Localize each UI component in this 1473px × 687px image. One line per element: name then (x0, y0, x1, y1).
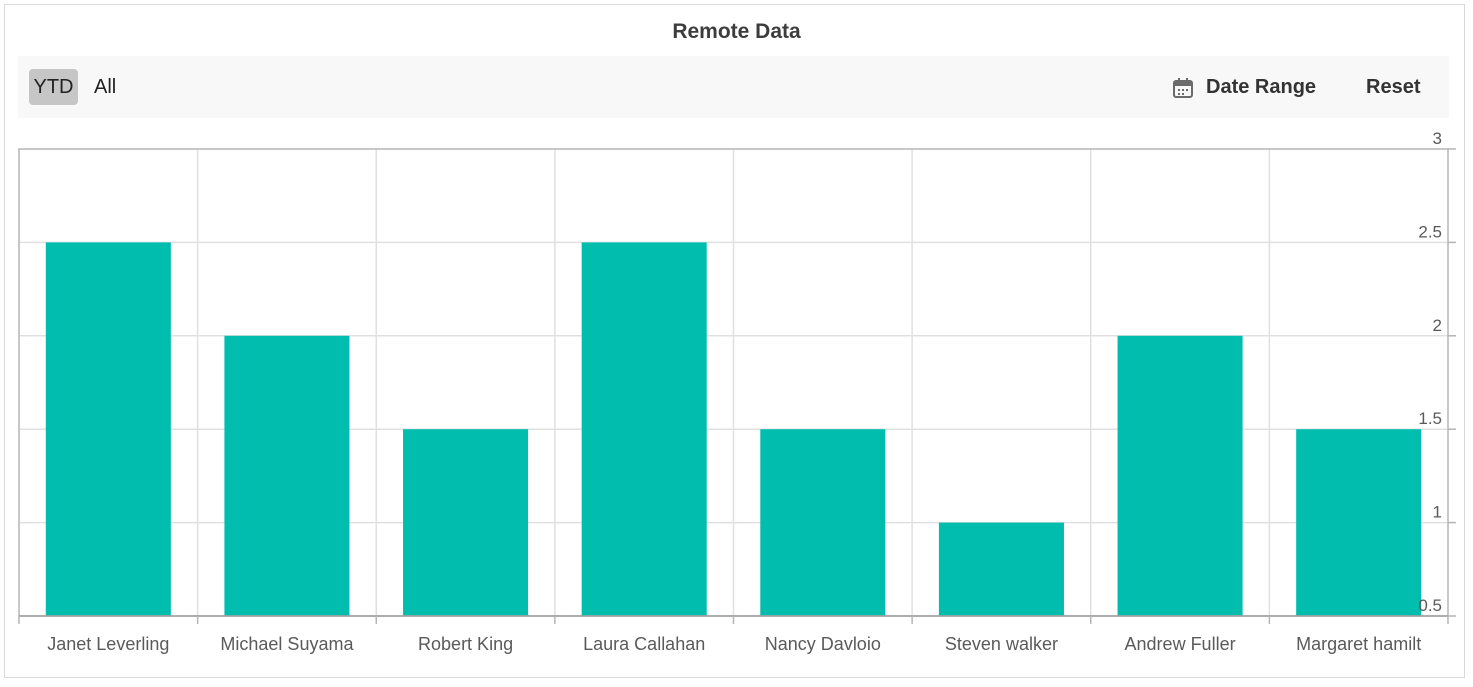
y-tick-label: 1.5 (1418, 409, 1442, 428)
date-range-label: Date Range (1206, 76, 1317, 98)
range-navigator-toolbar: YTD All Date Range Reset (18, 56, 1449, 118)
all-button[interactable]: All (94, 76, 117, 98)
x-tick-label: Laura Callahan (583, 634, 705, 654)
y-tick-label: 2.5 (1418, 222, 1442, 241)
x-tick-label: Janet Leverling (47, 634, 169, 654)
bar[interactable] (45, 242, 171, 616)
bar[interactable] (938, 522, 1064, 616)
y-tick-label: 3 (1433, 129, 1442, 148)
ytd-button[interactable]: YTD (29, 69, 78, 105)
x-tick-label: Steven walker (945, 634, 1058, 654)
x-tick-label: Michael Suyama (220, 634, 354, 654)
y-tick-label: 1 (1433, 503, 1442, 522)
bar-series (45, 242, 1422, 616)
reset-button[interactable]: Reset (1366, 76, 1421, 98)
bar[interactable] (224, 335, 350, 616)
chart-title: Remote Data (672, 20, 801, 43)
calendar-icon (1173, 78, 1193, 98)
x-tick-label: Robert King (418, 634, 513, 654)
x-tick-label: Nancy Davloio (765, 634, 881, 654)
y-tick-label: 0.5 (1418, 596, 1442, 615)
bar[interactable] (1296, 429, 1422, 616)
axes (18, 148, 1456, 624)
date-range-button[interactable]: Date Range (1172, 69, 1322, 105)
bar[interactable] (760, 429, 886, 616)
axis-labels: 0.5 1 1.5 2 2.5 3 Janet Leverling Michael Suyam… (47, 129, 1442, 654)
bar[interactable] (581, 242, 707, 616)
y-tick-label: 2 (1433, 316, 1442, 335)
x-tick-label: Andrew Fuller (1125, 634, 1236, 654)
bar[interactable] (1117, 335, 1243, 616)
bar[interactable] (403, 429, 529, 616)
x-tick-label: Margaret hamilt (1296, 634, 1421, 654)
